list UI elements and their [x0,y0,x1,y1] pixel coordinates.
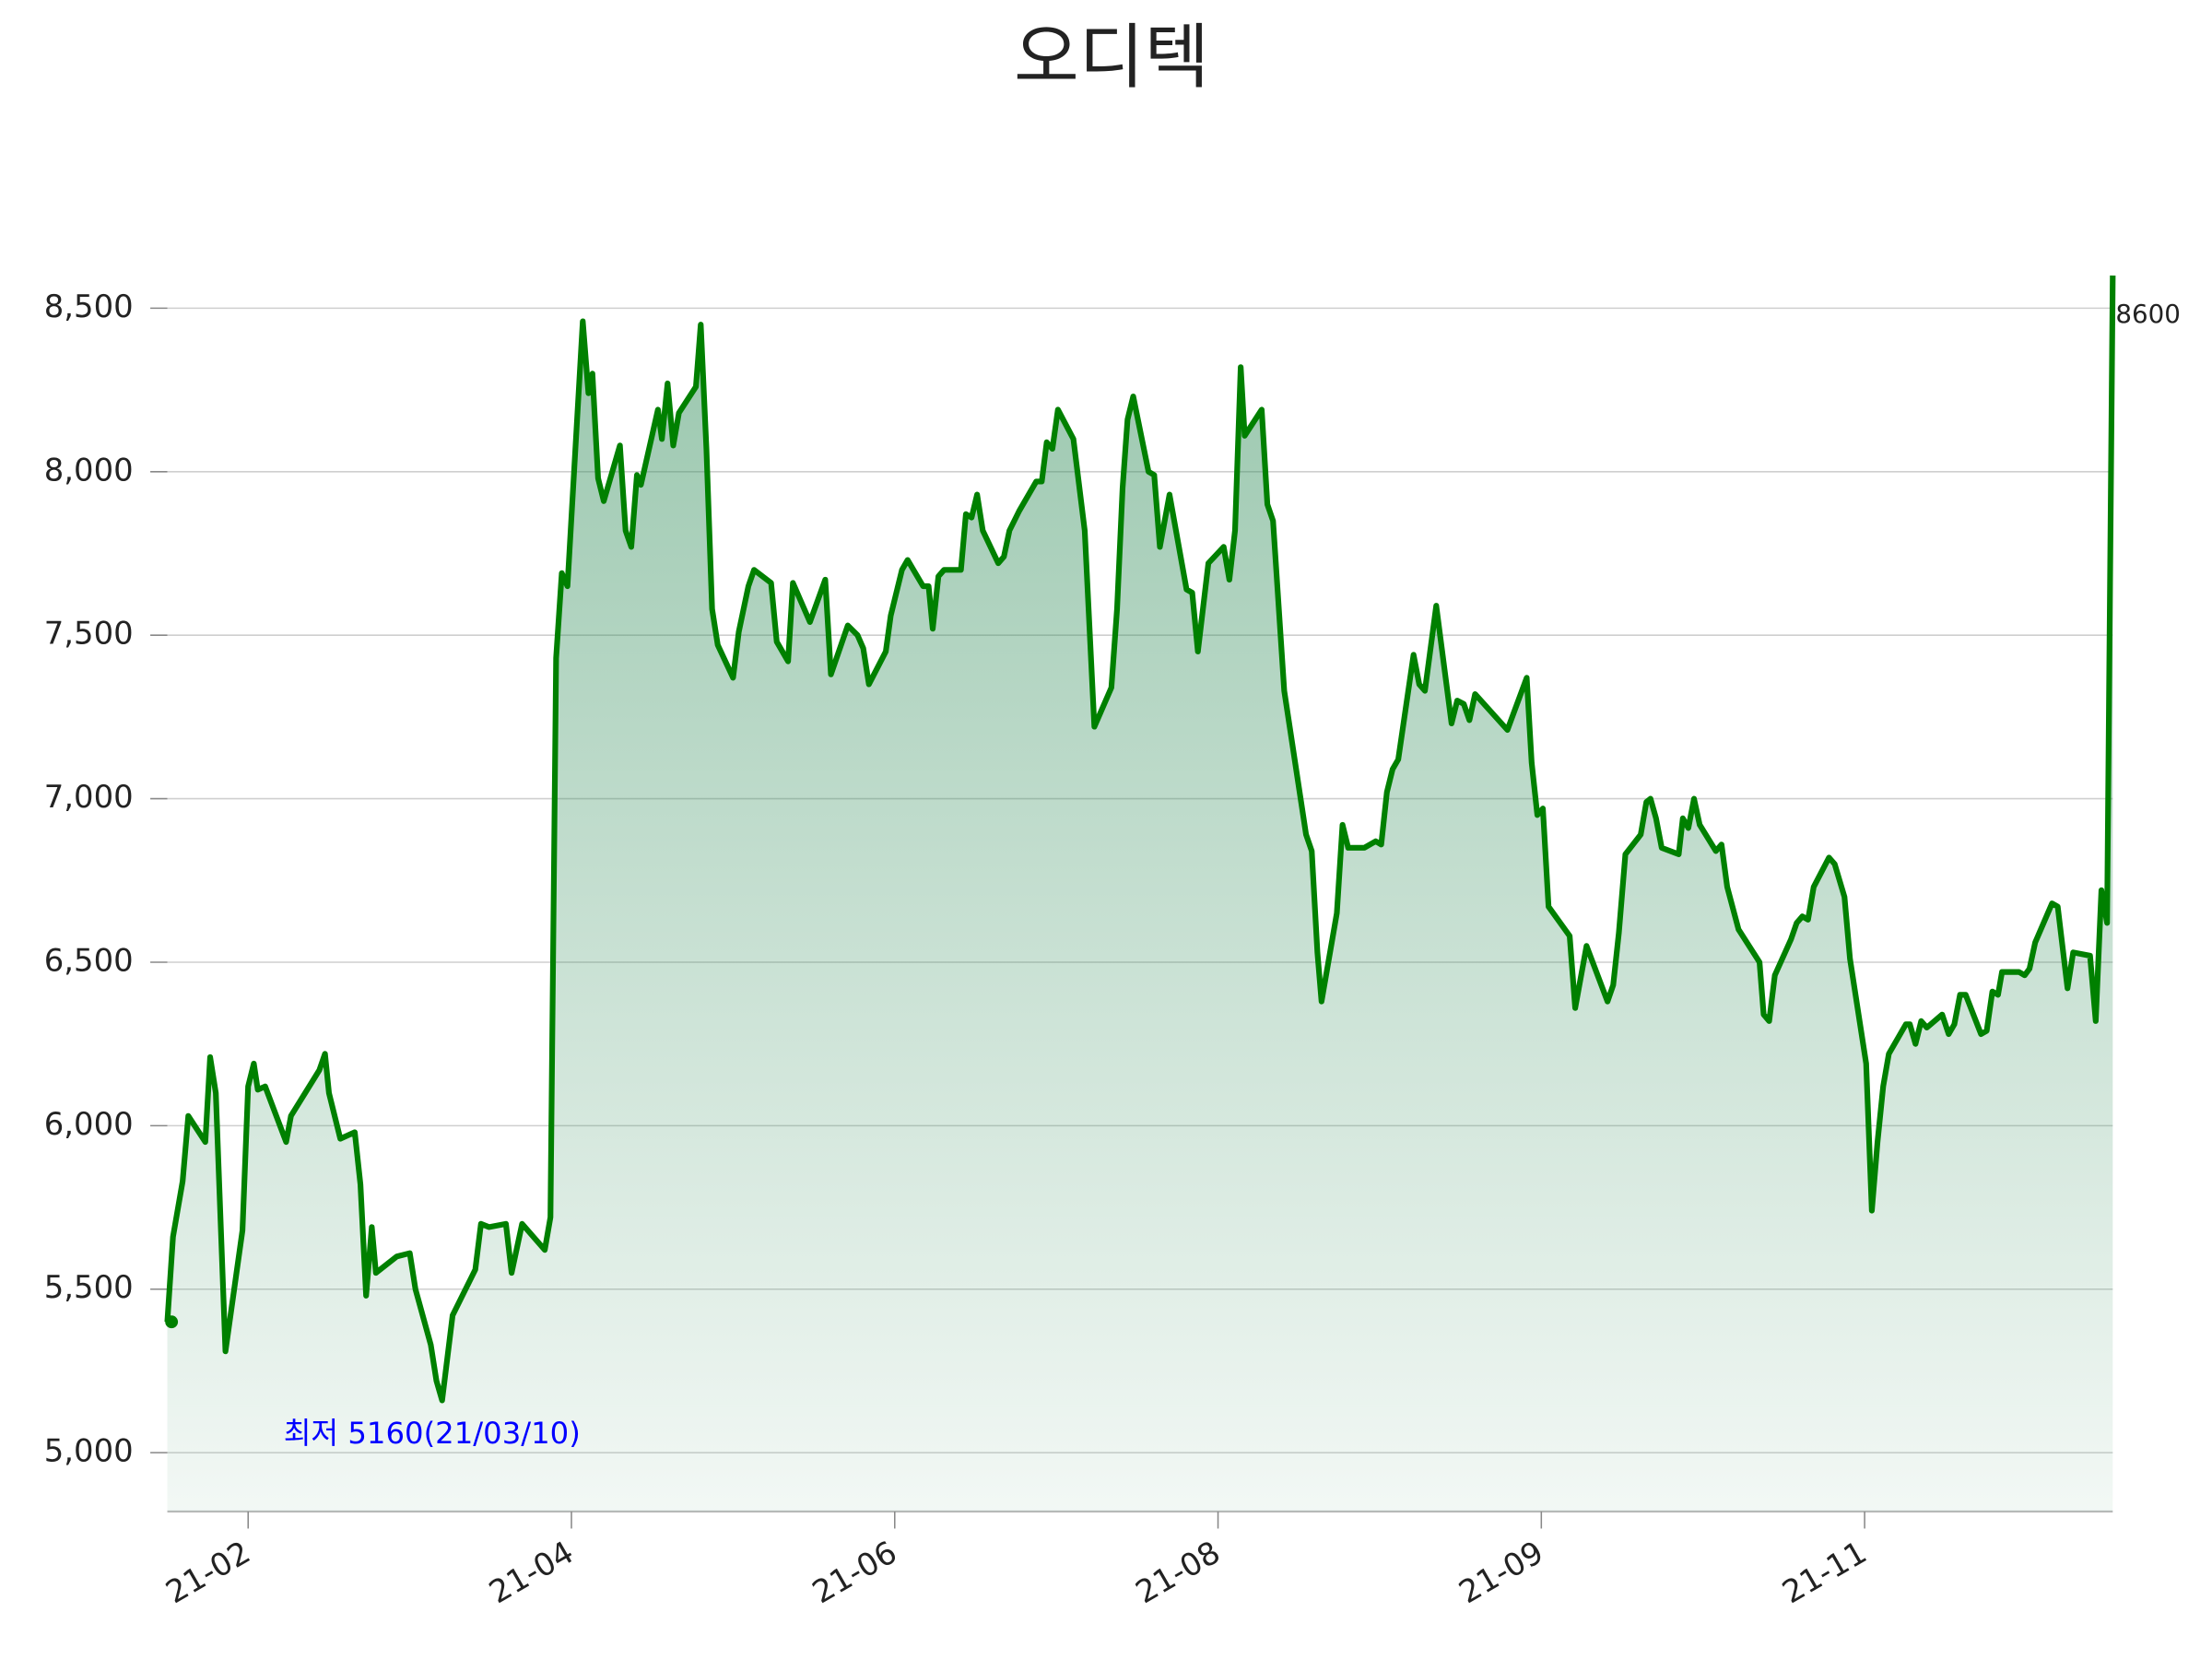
x-tick-label: 21-09 [1453,1534,1549,1610]
x-tick-label: 21-06 [806,1534,903,1610]
y-tick-label: 8,000 [44,452,134,488]
x-tick-label: 21-04 [483,1534,580,1610]
x-tick-label: 21-08 [1130,1534,1227,1610]
area [167,275,2113,1512]
x-tick-label: 21-02 [159,1534,256,1610]
y-tick-label: 7,000 [44,779,134,815]
last-value-label: 8600 [2115,299,2180,329]
y-tick-label: 5,500 [44,1269,134,1305]
x-tick-label: 21-11 [1776,1534,1873,1610]
start-marker [165,1315,179,1329]
y-tick-label: 5,000 [44,1433,134,1469]
chart-title: 오디텍 [1014,18,1209,100]
y-tick-label: 6,500 [44,942,134,978]
y-tick-label: 6,000 [44,1106,134,1142]
y-tick-label: 7,500 [44,616,134,652]
y-tick-label: 8,500 [44,288,134,324]
min-annotation: 최저 5160(21/03/10) [284,1416,581,1451]
price-line [164,275,2116,1404]
